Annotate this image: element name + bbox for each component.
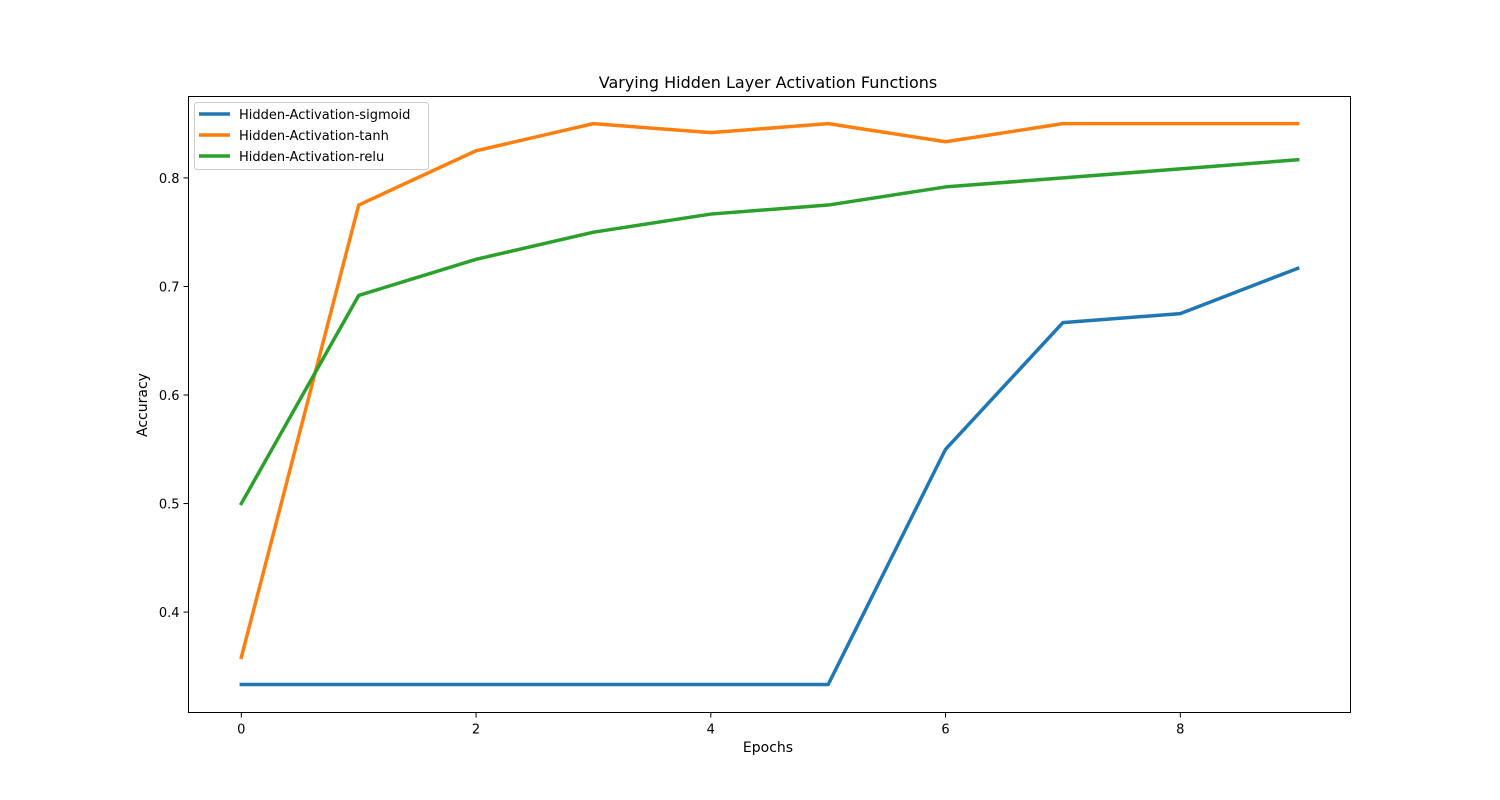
x-axis: 0 2 4 6 8 [237, 712, 1184, 738]
y-tick-label: 0.5 [159, 498, 180, 513]
series-line-2 [238, 157, 1300, 506]
chart-title: Varying Hidden Layer Activation Function… [599, 73, 938, 92]
x-tick-label: 2 [472, 723, 480, 738]
plot-lines [238, 121, 1300, 687]
y-tick-label: 0.4 [159, 606, 180, 621]
x-tick-label: 6 [941, 723, 949, 738]
x-tick-label: 8 [1176, 723, 1184, 738]
y-axis: 0.4 0.5 0.6 0.7 0.8 [159, 172, 189, 621]
legend-label-2: Hidden-Activation-relu [239, 150, 384, 165]
legend-label-0: Hidden-Activation-sigmoid [239, 108, 410, 123]
legend-label-1: Hidden-Activation-tanh [239, 129, 389, 144]
x-tick-label: 4 [707, 723, 715, 738]
series-line-1 [239, 121, 1300, 660]
y-tick-label: 0.6 [159, 389, 180, 404]
plot-frame [188, 96, 1351, 713]
y-tick-label: 0.8 [159, 172, 180, 187]
legend-box [194, 102, 429, 170]
x-tick-label: 0 [237, 723, 245, 738]
y-axis-label: Accuracy [135, 373, 151, 437]
x-axis-label: Epochs [743, 740, 793, 756]
series-line-0 [239, 266, 1300, 687]
y-tick-label: 0.7 [159, 280, 180, 295]
legend: Hidden-Activation-sigmoid Hidden-Activati… [194, 102, 429, 170]
